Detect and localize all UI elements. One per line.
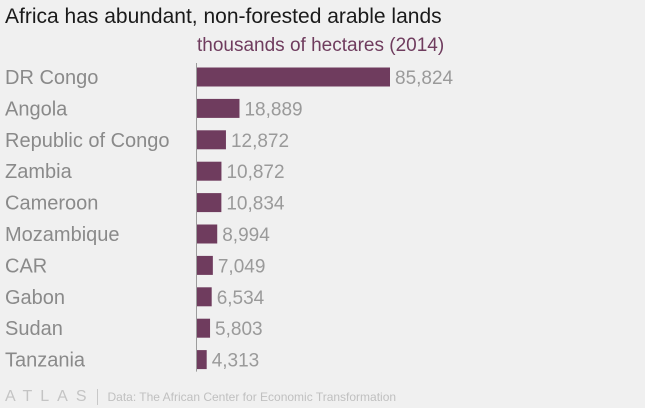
bar (197, 67, 390, 87)
value-label: 8,994 (222, 225, 270, 246)
value-label: 18,889 (244, 99, 302, 120)
value-label: 4,313 (212, 351, 260, 372)
value-label: 10,872 (226, 162, 284, 183)
bar (197, 193, 222, 213)
value-label: 10,834 (226, 194, 285, 215)
bar (197, 98, 240, 118)
bar (197, 318, 211, 338)
chart-title: Africa has abundant, non-forested arable… (5, 5, 442, 28)
bar (197, 255, 213, 275)
value-label: 85,824 (395, 68, 454, 89)
category-label: Angola (5, 98, 68, 120)
bar (197, 350, 207, 370)
value-label: 5,803 (215, 319, 263, 340)
atlas-logo: ATLAS (5, 388, 95, 405)
bar (197, 287, 212, 307)
footer: ATLAS Data: The African Center for Econo… (5, 388, 396, 406)
category-label: Mozambique (5, 224, 120, 246)
category-label: CAR (5, 255, 47, 277)
category-label: Republic of Congo (5, 130, 170, 152)
footer-divider (96, 389, 98, 405)
bar (197, 161, 222, 181)
value-label: 7,049 (218, 256, 266, 277)
source-note: Data: The African Center for Economic Tr… (107, 390, 397, 404)
category-label: Gabon (5, 287, 65, 309)
category-label: DR Congo (5, 67, 98, 89)
category-label: Zambia (5, 161, 73, 183)
chart-subtitle: thousands of hectares (2014) (197, 35, 445, 56)
bar (197, 224, 218, 244)
category-label: Sudan (5, 318, 63, 340)
category-label: Cameroon (5, 193, 98, 215)
bar (197, 130, 226, 150)
value-label: 6,534 (217, 288, 265, 309)
category-label: Tanzania (5, 350, 86, 372)
value-label: 12,872 (231, 131, 289, 152)
